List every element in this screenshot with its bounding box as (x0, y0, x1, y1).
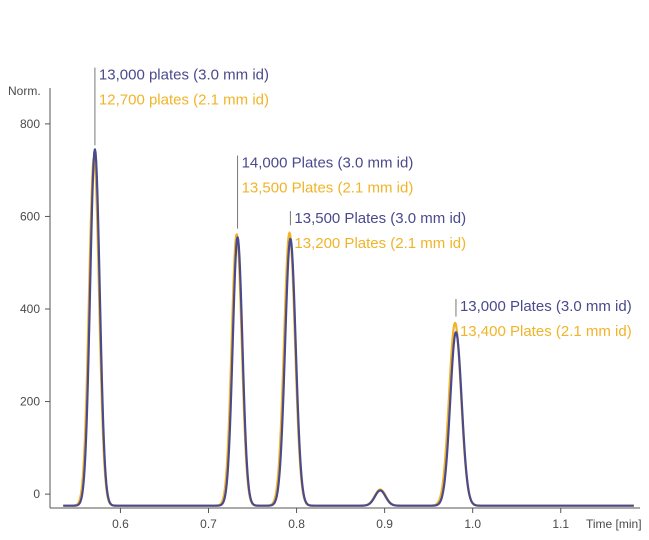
x-axis-label: Time [min] (586, 517, 642, 531)
x-tick-label: 0.7 (200, 517, 217, 531)
annotation-label-2mm: 12,700 plates (2.1 mm id) (99, 92, 269, 109)
annotation-label-2mm: 13,400 Plates (2.1 mm id) (460, 323, 632, 340)
annotation-label-3mm: 13,000 plates (3.0 mm id) (99, 67, 269, 84)
annotation-label-2mm: 13,500 Plates (2.1 mm id) (242, 180, 414, 197)
y-tick-label: 600 (20, 209, 40, 223)
tick-marks (45, 123, 562, 513)
x-tick-label: 0.6 (112, 517, 129, 531)
y-tick-labels: 0 200 400 600 800 (20, 117, 40, 501)
x-tick-label: 0.9 (376, 517, 393, 531)
annotation-label-2mm: 13,200 Plates (2.1 mm id) (294, 235, 466, 252)
x-tick-labels: 0.6 0.7 0.8 0.9 1.0 1.1 (112, 517, 569, 531)
annotation-label-3mm: 13,000 Plates (3.0 mm id) (460, 298, 632, 315)
annotation-label-3mm: 14,000 Plates (3.0 mm id) (242, 155, 414, 172)
y-tick-label: 0 (33, 487, 40, 501)
axes-frame (49, 88, 640, 509)
x-tick-label: 1.1 (552, 517, 569, 531)
series-line-s30 (62, 148, 635, 507)
y-tick-label: 400 (20, 302, 40, 316)
annotation-label-3mm: 13,500 Plates (3.0 mm id) (294, 210, 466, 227)
y-tick-label: 800 (20, 117, 40, 131)
peak-annotations: 13,000 plates (3.0 mm id) 12,700 plates (… (94, 67, 632, 340)
x-tick-label: 1.0 (464, 517, 481, 531)
x-tick-label: 0.8 (288, 517, 305, 531)
series-lines (62, 148, 635, 507)
y-tick-label: 200 (20, 395, 40, 409)
y-axis-label: Norm. (8, 84, 41, 98)
